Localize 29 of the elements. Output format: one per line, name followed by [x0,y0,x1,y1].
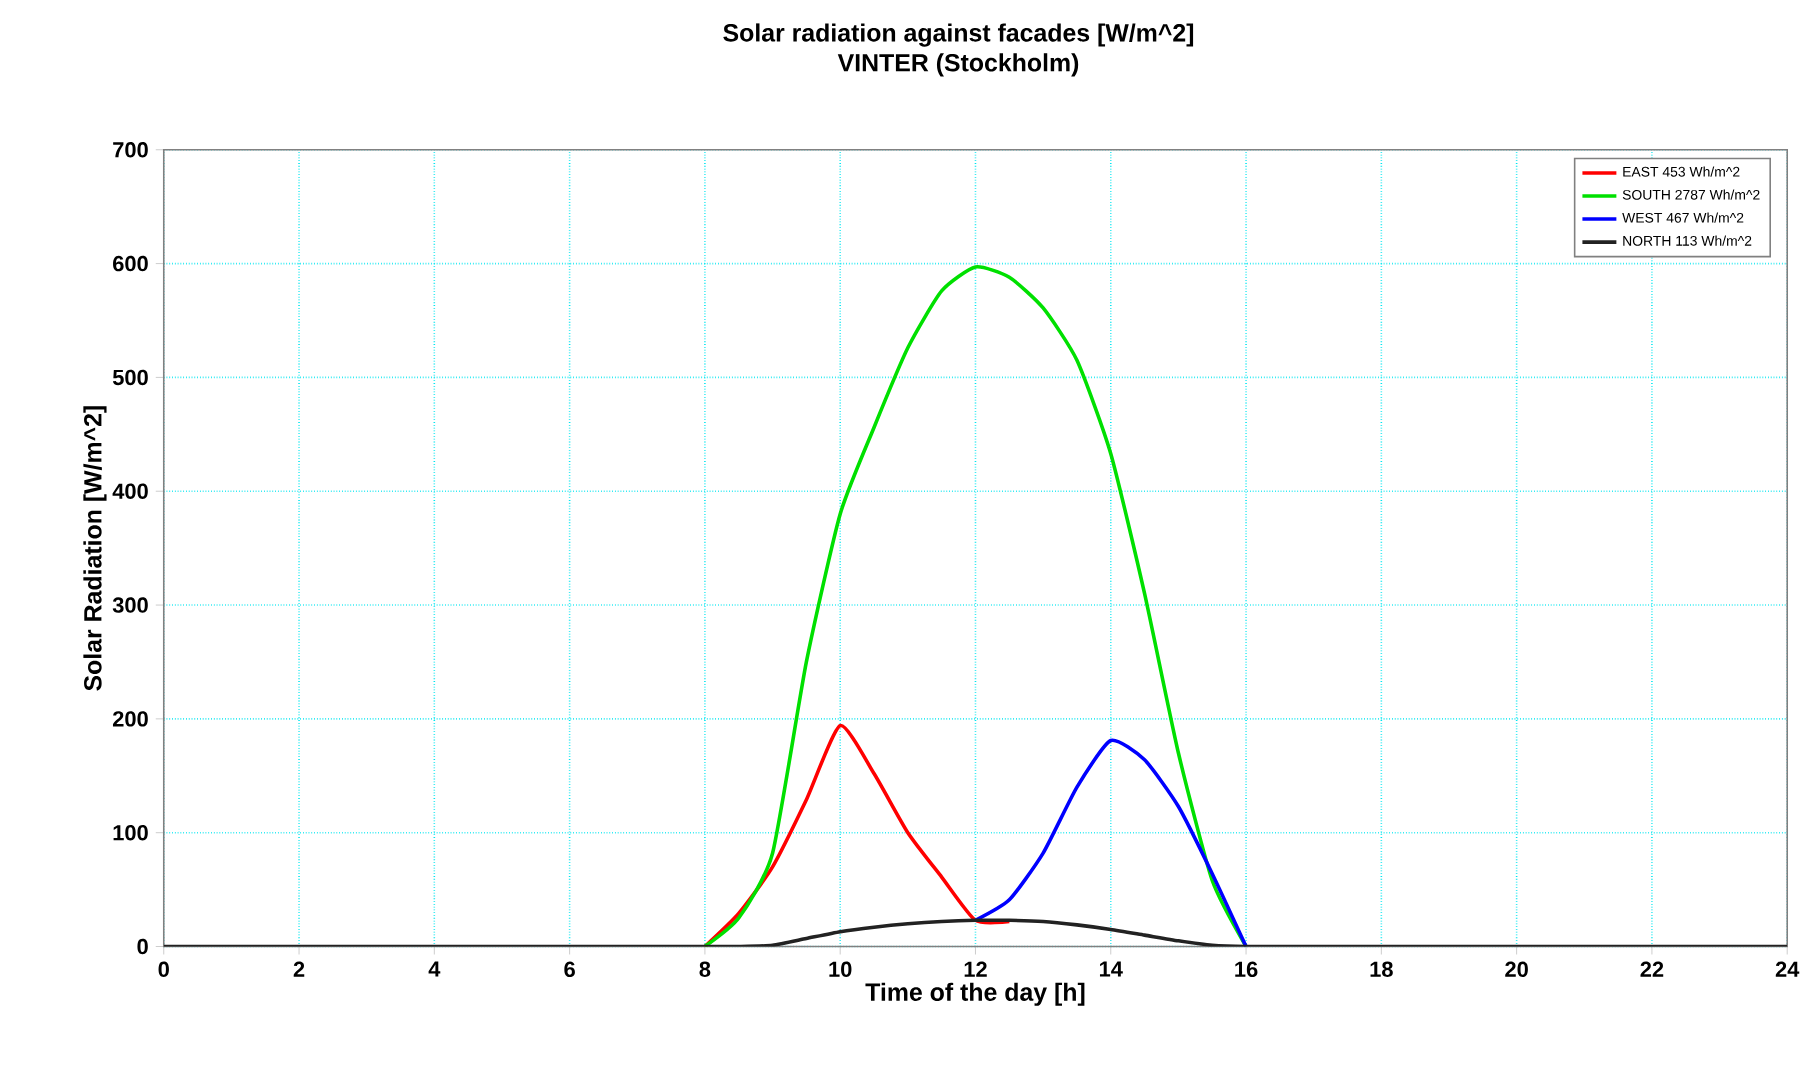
line-series [703,723,1012,947]
y-tick-label: 300 [112,597,148,613]
x-tick-label: 4 [428,961,441,977]
x-tick-label: 0 [158,961,169,977]
y-tick-label: 400 [112,483,148,499]
y-tick-label: 0 [137,938,148,955]
x-tick-label: 12 [964,961,987,977]
y-tick-label: 700 [113,141,148,158]
x-tick-label: 20 [1505,961,1528,977]
line-series [163,918,1788,947]
x-tick-label: 8 [699,961,711,977]
x-tick-label: 24 [1775,961,1800,977]
x-tick-label: 14 [1099,961,1123,977]
chart-subtitle: VINTER (Stockholm) [837,53,1079,77]
x-tick-label: 10 [829,961,852,977]
y-tick-label: 600 [113,255,148,272]
y-tick-label: 200 [112,710,148,727]
line-series [973,738,1248,947]
line-series [703,265,1248,947]
y-axis-title: Solar Radiation [W/m^2] [83,406,107,691]
y-tick-label: 100 [113,824,148,841]
x-tick-label: 6 [564,961,575,977]
x-tick-label: 16 [1235,961,1258,977]
chart-title: Solar radiation against facades [W/m^2] [723,23,1194,47]
x-tick-label: 22 [1640,961,1664,977]
x-tick-label: 2 [293,961,305,977]
x-tick-label: 18 [1370,961,1393,977]
x-axis-title: Time of the day [h] [865,982,1085,1006]
y-tick-label: 500 [112,369,148,385]
